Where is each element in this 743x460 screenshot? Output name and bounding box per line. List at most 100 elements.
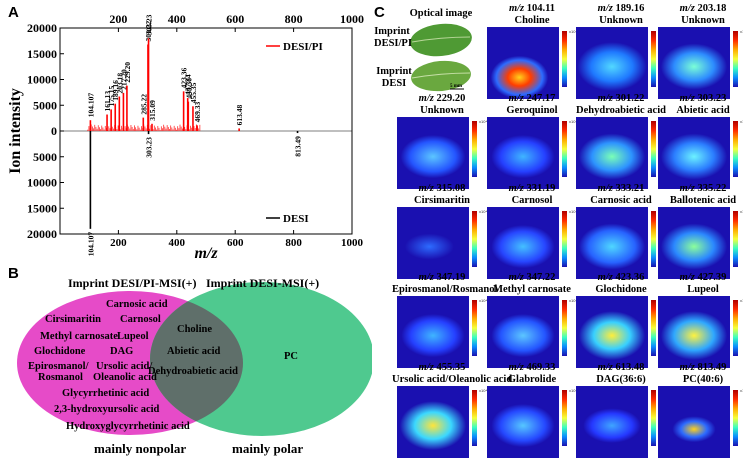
msi-tile-compound: Unknown [599,15,643,26]
x-bottom-tick-label: 800 [285,237,302,249]
msi-tile: m/z 469.33 Glabrolide x10⁴ [482,362,582,458]
mz-value: 347.22 [523,272,556,283]
colorbar [651,31,656,87]
optical-label-desi-pi: Imprint DESI/PI [374,26,412,49]
venn-item: PC [284,351,298,362]
mz-prefix: m/z [418,93,434,104]
x-top-tick-label: 600 [226,12,244,26]
mz-prefix: m/z [679,3,695,14]
y-tick-label: 5000 [33,98,57,112]
colorbar-exponent: x10⁴ [479,209,488,214]
colorbar [733,300,738,356]
msi-heatmap-image [576,296,648,368]
msi-tile-compound: Choline [514,15,550,26]
mz-prefix: m/z [679,272,695,283]
msi-tile-mz: m/z 303.23 [653,93,743,105]
venn-item: Hydroxyglycyrrhetinic acid [66,421,190,432]
msi-tile: m/z 347.19 Epirosmanol/Rosmanol x10⁴ [392,272,498,368]
msi-tile: m/z 347.22 Methyl carnosate x10⁴ [482,272,582,368]
colorbar [472,300,477,356]
msi-tile: m/z 104.11 Choline x10⁴ [482,3,582,99]
colorbar-exponent: x10⁴ [740,29,743,34]
msi-heatmap-image [397,117,469,189]
mz-value: 104.11 [524,3,556,14]
mz-prefix: m/z [508,3,525,14]
peak-label: 203.18 [115,73,124,94]
colorbar-exponent: x10⁴ [569,119,578,124]
x-bottom-tick-label: 400 [169,237,186,249]
colorbar [733,31,738,87]
panel-label-b: B [8,265,19,282]
colorbar [472,121,477,177]
y-tick-label: 15000 [27,47,57,61]
mz-prefix: m/z [679,362,695,373]
msi-heatmap-image [487,386,559,458]
mz-prefix: m/z [508,362,524,373]
colorbar-exponent: x10⁴ [740,388,743,393]
x-top-tick-label: 200 [109,12,127,26]
msi-tile-mz: m/z 423.36 [571,272,671,284]
msi-tile-compound: Epirosmanol/Rosmanol [392,284,498,295]
mz-prefix: m/z [508,272,524,283]
colorbar [472,390,477,446]
msi-tile-mz: m/z 333.21 [571,183,671,195]
optical-leaf-desi [411,60,471,92]
venn-item: Lupeol [117,331,149,342]
x-bottom-tick-label: 1000 [341,237,364,249]
venn-item: Oleanolic acid [93,372,157,383]
peak-label: 423.36 [180,67,189,88]
msi-tile-mz: m/z 203.18 [653,3,743,15]
optical-title: Optical image [409,8,473,19]
msi-heatmap-image [576,27,648,99]
y-tick-label: 5000 [33,150,57,164]
peak-label: 437.34 [184,74,193,95]
x-top-tick-label: 1000 [340,12,364,26]
msi-tile-compound: Methyl carnosate [493,284,571,295]
mz-prefix: m/z [597,3,613,14]
msi-tile-compound: Cirsimaritin [414,195,470,206]
msi-tile-mz: m/z 301.22 [571,93,671,105]
venn-right-title: Imprint DESI-MSI(+) [206,276,320,290]
msi-tile-compound: DAG(36:6) [596,374,646,385]
venn-item: Glycyrrhetinic acid [62,388,150,399]
msi-tile-mz: m/z 104.11 [482,3,582,15]
venn-item: Choline [177,324,213,335]
msi-tile: m/z 455.35 Ursolic acid/Oleanolic acid x10… [392,362,513,458]
msi-tile-mz: m/z 335.22 [653,183,743,195]
msi-tile-mz: m/z 331.19 [482,183,582,195]
venn-item: Rosmanol [38,372,83,383]
x-bottom-tick-label: 600 [227,237,244,249]
msi-tile-mz: m/z 347.19 [392,272,492,284]
mz-value: 813.49 [694,362,727,373]
peak-label: 455.35 [189,82,198,103]
venn-left-footer: mainly nonpolar [94,441,187,456]
msi-tile-compound: Lupeol [687,284,719,295]
msi-tile: m/z 229.20 Unknown x10⁴ [392,93,492,189]
msi-tile-compound: Ursolic acid/Oleanolic acid [392,374,513,385]
msi-heatmap-image [487,117,559,189]
mz-prefix: m/z [418,362,434,373]
colorbar-exponent: x10⁴ [740,119,743,124]
panel-label-c: C [374,4,385,21]
msi-heatmap-image [658,117,730,189]
msi-tile-mz: m/z 813.49 [653,362,743,374]
msi-tile-compound: Carnosic acid [590,195,652,206]
msi-heatmap-image [658,27,730,99]
mz-value: 301.22 [612,93,645,104]
peak-label: 285.22 [139,94,148,115]
peak-label: 189.16 [111,80,120,101]
mz-value: 189.16 [612,3,645,14]
y-tick-label: 20000 [27,21,57,35]
colorbar [733,121,738,177]
optical-leaf-desi-pi [410,23,472,57]
msi-tile-compound: Unknown [681,15,725,26]
peak-label: 229.20 [123,62,132,83]
mz-value: 613.48 [612,362,645,373]
colorbar [562,211,567,267]
msi-tile-compound: Abietic acid [676,105,730,116]
x-bottom-tick-label: 200 [110,237,127,249]
msi-heatmap-image [487,296,559,368]
peak-label: 469.33 [193,101,202,122]
peak-label: 613.48 [235,105,244,126]
msi-tile-compound: Geroquinol [506,105,558,116]
